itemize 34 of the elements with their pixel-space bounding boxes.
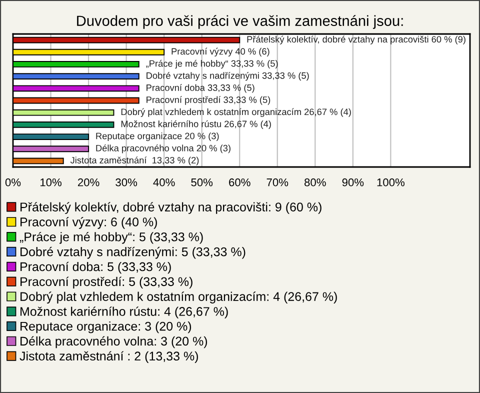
x-tick-label: 0% [5, 178, 21, 186]
x-tick-label: 60% [229, 178, 250, 186]
x-tick-label: 30% [116, 178, 138, 186]
legend-label: Délka pracovného volna: 3 (20 %) [20, 336, 208, 348]
data-label: Dobré vztahy s nadřízenými 33,33 % (5) [146, 72, 309, 81]
legend-label: Pracovní doba: 5 (33,33 %) [20, 262, 171, 274]
data-label: Pracovní výzvy 40 % (6) [172, 48, 270, 56]
data-label: Přátelský kolektív, dobré vztahy na pracovišti 60 % (9) [247, 36, 466, 44]
x-tick-label: 50% [191, 178, 213, 186]
x-tick-label: 90% [342, 178, 364, 186]
data-label: Reputace organizace 20 % (3) [96, 132, 219, 142]
x-tick-label: 100% [377, 178, 404, 186]
data-label: Délka pracovného volna 20 % (3) [96, 144, 230, 154]
chart-title: Duvodem pro vaši práci ve vašim zamestnáni jsou: [77, 15, 403, 29]
legend-label: Možnost kariérního rústu: 4 (26,67 %) [20, 306, 228, 318]
legend-label: Dobrý plat vzhledem k ostatním organizacím: 4 (26,67 %) [20, 292, 337, 304]
x-tick-label: 70% [266, 178, 288, 186]
x-tick-label: 80% [304, 178, 326, 186]
legend-label: Reputace organizace: 3 (20 %) [20, 322, 192, 334]
legend-label: Pracovní prostředí: 5 (33,33 %) [20, 276, 192, 289]
legend-label: Jistota zaměstnání : 2 (13,33 %) [20, 351, 198, 363]
legend-label: Pracovní výzvy: 6 (40 %) [20, 217, 157, 229]
legend-label: „Práce je mé hobby“: 5 (33,33 %) [20, 232, 203, 244]
data-label: Dobrý plat vzhledem k ostatním organizacím 26,67 % (4) [121, 108, 351, 117]
data-label: Pracovní doba 33,33 % (5) [146, 84, 254, 93]
data-label: Jistota zaměstnání 13,33 % (2) [70, 156, 199, 166]
data-label: Pracovní prostředí 33,33 % (5) [146, 96, 270, 105]
x-tick-label: 10% [40, 178, 62, 186]
x-tick-label: 20% [78, 178, 100, 186]
data-label: „Práce je mé hobby“ 33,33 % (5) [146, 60, 278, 69]
legend-label: Přátelský kolektív, dobré vztahy na pracovišti: 9 (60 %) [20, 202, 322, 214]
x-tick-label: 40% [153, 178, 175, 186]
data-label: Možnost kariérního rústu 26,67 % (4) [121, 120, 271, 129]
legend-label: Dobré vztahy s nadřízenými: 5 (33,33 %) [20, 246, 246, 259]
